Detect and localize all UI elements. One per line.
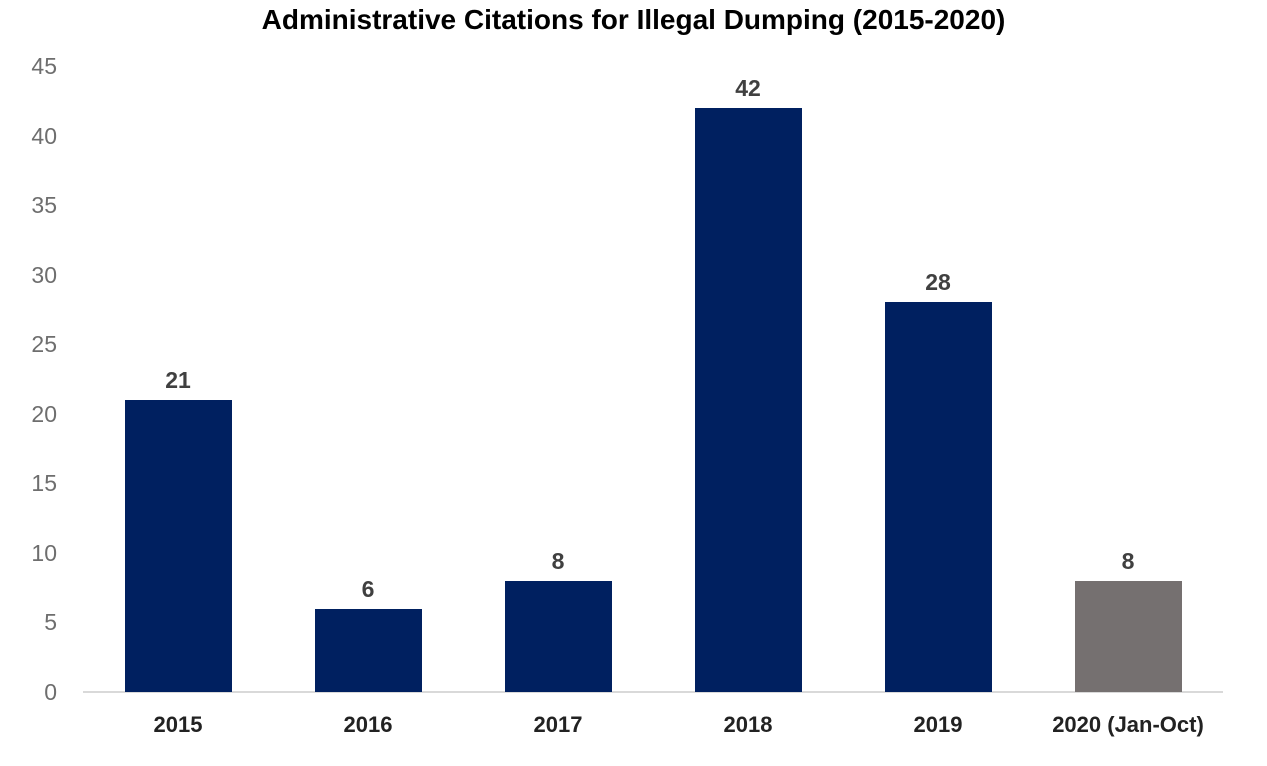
- x-axis-line: [83, 691, 1223, 693]
- bar-2020 (Jan-Oct): [1074, 580, 1182, 692]
- y-axis-tick-label: 20: [31, 400, 57, 427]
- x-axis-category-label: 2016: [343, 712, 393, 737]
- x-axis-category-label: 2020 (Jan-Oct): [1052, 712, 1204, 737]
- y-axis-tick-label: 40: [31, 122, 57, 149]
- x-axis-category-label: 2015: [153, 712, 203, 737]
- bar-2016: [314, 608, 422, 692]
- bar-2019: [884, 302, 992, 692]
- bar-value-label: 21: [165, 366, 191, 393]
- y-axis-tick-label: 25: [31, 331, 57, 358]
- bar-value-label: 8: [551, 547, 565, 574]
- y-axis-tick-label: 15: [31, 470, 57, 497]
- y-axis-tick-label: 45: [31, 53, 57, 79]
- y-axis-tick-label: 30: [31, 261, 57, 288]
- chart-title: Administrative Citations for Illegal Dum…: [261, 4, 1006, 35]
- x-axis-category-label: 2018: [723, 712, 773, 737]
- bar-2017: [504, 580, 612, 692]
- y-axis-tick-label: 5: [44, 609, 57, 636]
- y-axis-tick-label: 35: [31, 192, 57, 219]
- y-axis-tick-label: 10: [31, 539, 57, 566]
- bar-value-label: 8: [1121, 547, 1135, 574]
- bar-value-label: 42: [735, 74, 761, 101]
- x-axis-category-label: 2019: [913, 712, 963, 737]
- bar-2018: [694, 107, 802, 692]
- bar-value-label: 6: [361, 575, 375, 602]
- bar-value-label: 28: [925, 269, 951, 296]
- x-axis-category-label: 2017: [533, 712, 583, 737]
- bar-2015: [124, 399, 232, 692]
- y-axis-tick-label: 0: [44, 679, 57, 705]
